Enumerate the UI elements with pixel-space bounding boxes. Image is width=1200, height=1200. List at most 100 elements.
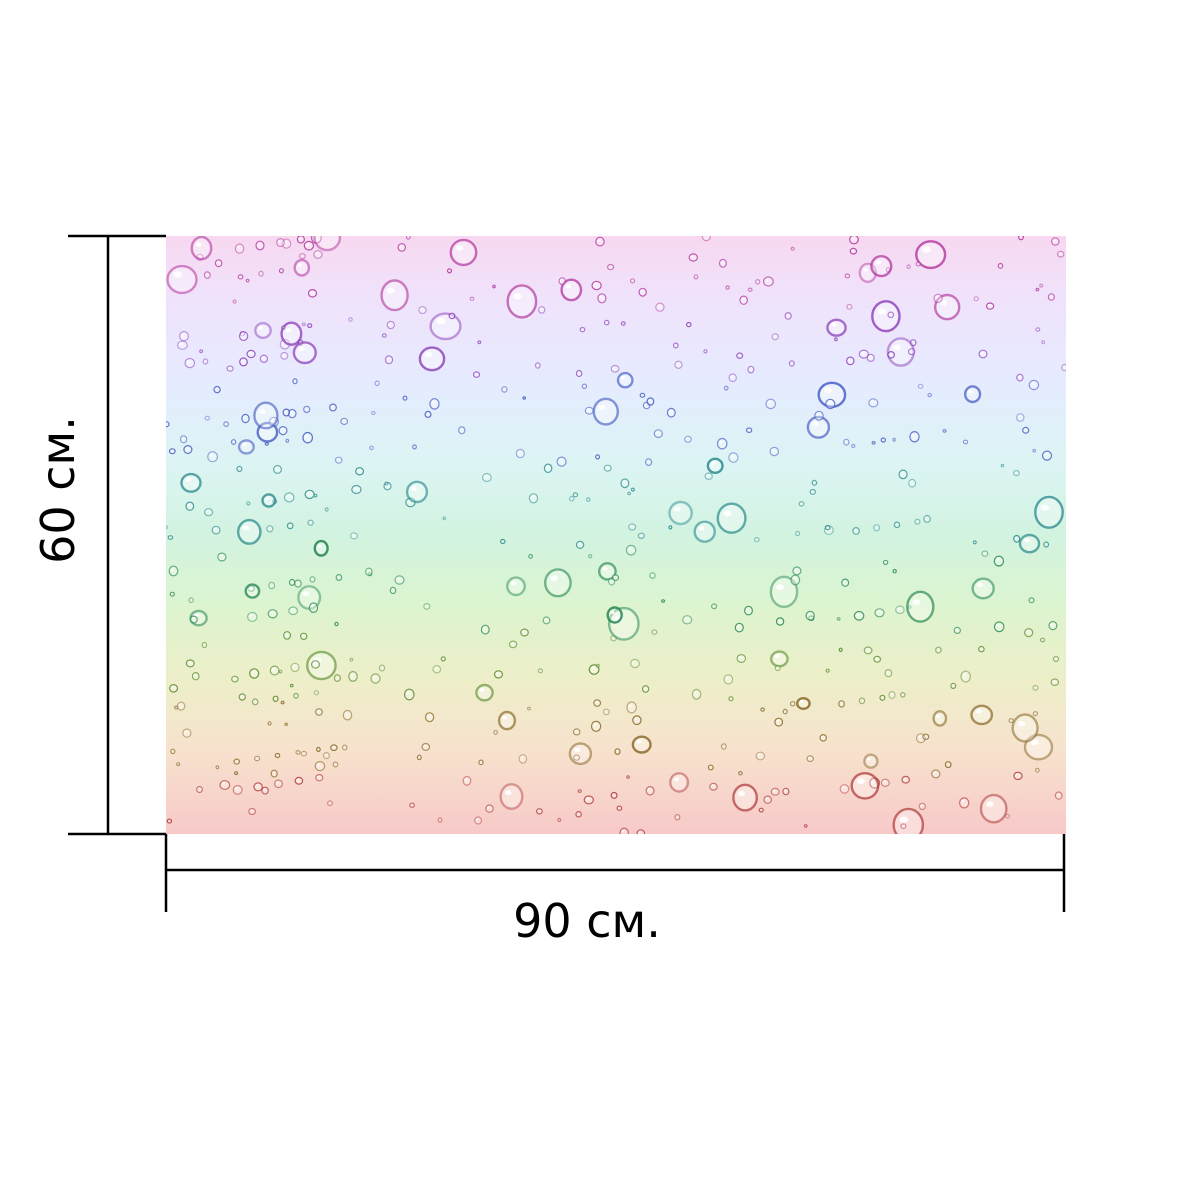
- water-drop: [769, 446, 780, 457]
- water-drop: [176, 701, 186, 711]
- water-drop: [734, 622, 744, 633]
- water-drop: [255, 240, 265, 251]
- water-drop: [569, 495, 575, 502]
- water-drop: [290, 662, 300, 673]
- water-drop: [743, 605, 753, 616]
- water-drop: [1024, 628, 1034, 638]
- water-drop: [213, 385, 221, 394]
- water-drop: [871, 441, 876, 445]
- water-drop: [614, 748, 621, 755]
- water-drop: [313, 236, 342, 252]
- water-drop: [632, 715, 642, 726]
- water-drop: [625, 544, 637, 556]
- water-drop: [307, 323, 313, 328]
- water-drop: [811, 479, 818, 486]
- water-drop: [796, 697, 811, 711]
- water-drop: [1013, 470, 1020, 477]
- water-drop: [723, 385, 729, 391]
- water-drop: [261, 493, 277, 508]
- water-drop: [374, 380, 380, 387]
- water-drop: [1008, 718, 1014, 724]
- water-drop: [1034, 767, 1040, 773]
- water-drop: [168, 565, 179, 577]
- water-drop: [824, 525, 831, 531]
- water-drop: [281, 325, 286, 330]
- water-drop: [185, 501, 195, 511]
- water-drop: [1035, 327, 1041, 332]
- water-drop: [249, 668, 260, 679]
- water-drop: [334, 456, 343, 464]
- water-drop: [603, 464, 612, 472]
- water-drop: [805, 610, 815, 621]
- water-drop: [616, 371, 634, 389]
- water-drop: [747, 287, 753, 292]
- water-drop: [584, 406, 594, 415]
- water-drop: [651, 629, 658, 635]
- water-drop: [745, 427, 753, 434]
- water-drop: [893, 521, 901, 529]
- water-drop: [166, 525, 168, 530]
- water-drop: [806, 755, 815, 763]
- water-drop: [448, 312, 456, 320]
- water-drop: [280, 700, 285, 705]
- water-drop: [720, 743, 727, 750]
- water-drop: [630, 487, 635, 492]
- water-drop: [769, 575, 799, 608]
- water-drop: [176, 762, 181, 767]
- water-drop: [682, 615, 693, 625]
- water-drop: [543, 463, 553, 474]
- water-drop: [641, 685, 650, 693]
- water-drop: [538, 306, 546, 314]
- water-drop: [307, 519, 314, 526]
- water-drop: [292, 378, 298, 385]
- water-drop: [771, 333, 779, 341]
- water-drop: [803, 824, 808, 828]
- water-drop: [706, 457, 724, 475]
- water-drop: [798, 500, 805, 507]
- water-drop: [327, 800, 333, 807]
- water-drop: [246, 349, 256, 359]
- water-drop: [631, 735, 652, 754]
- water-drop: [739, 295, 749, 305]
- water-drop: [704, 472, 713, 481]
- water-drop: [973, 296, 979, 302]
- water-drop: [669, 772, 690, 793]
- water-drop: [437, 817, 443, 823]
- water-drop: [1018, 236, 1024, 241]
- water-drop: [226, 365, 234, 372]
- water-drop: [299, 632, 308, 640]
- water-drop: [184, 357, 196, 369]
- water-drop: [272, 695, 279, 702]
- water-drop: [293, 258, 311, 277]
- water-drop: [922, 733, 930, 740]
- water-drop: [1005, 813, 1011, 819]
- water-drop: [630, 658, 640, 669]
- water-drop: [203, 271, 211, 279]
- water-drop: [469, 296, 475, 301]
- water-drop: [693, 274, 699, 280]
- water-drop: [528, 553, 534, 559]
- water-drop: [253, 755, 261, 762]
- water-drop: [603, 319, 610, 326]
- water-drop: [736, 654, 747, 664]
- water-drop: [839, 784, 850, 794]
- water-drop: [294, 579, 302, 588]
- water-drop: [282, 408, 291, 417]
- water-drop: [217, 552, 227, 562]
- water-drop: [432, 665, 442, 674]
- water-drop: [280, 351, 289, 360]
- water-drop: [716, 502, 747, 534]
- water-drop: [298, 253, 306, 260]
- water-drop: [429, 312, 462, 341]
- water-drop: [895, 605, 905, 615]
- water-drop: [404, 688, 415, 701]
- water-drop: [809, 488, 817, 495]
- water-drop: [575, 540, 585, 549]
- water-drop: [284, 722, 289, 726]
- water-drop: [900, 823, 907, 830]
- water-drop: [475, 683, 494, 702]
- water-drop: [412, 444, 417, 450]
- water-drop: [185, 659, 195, 668]
- water-drop: [691, 688, 702, 700]
- water-drop: [602, 708, 610, 716]
